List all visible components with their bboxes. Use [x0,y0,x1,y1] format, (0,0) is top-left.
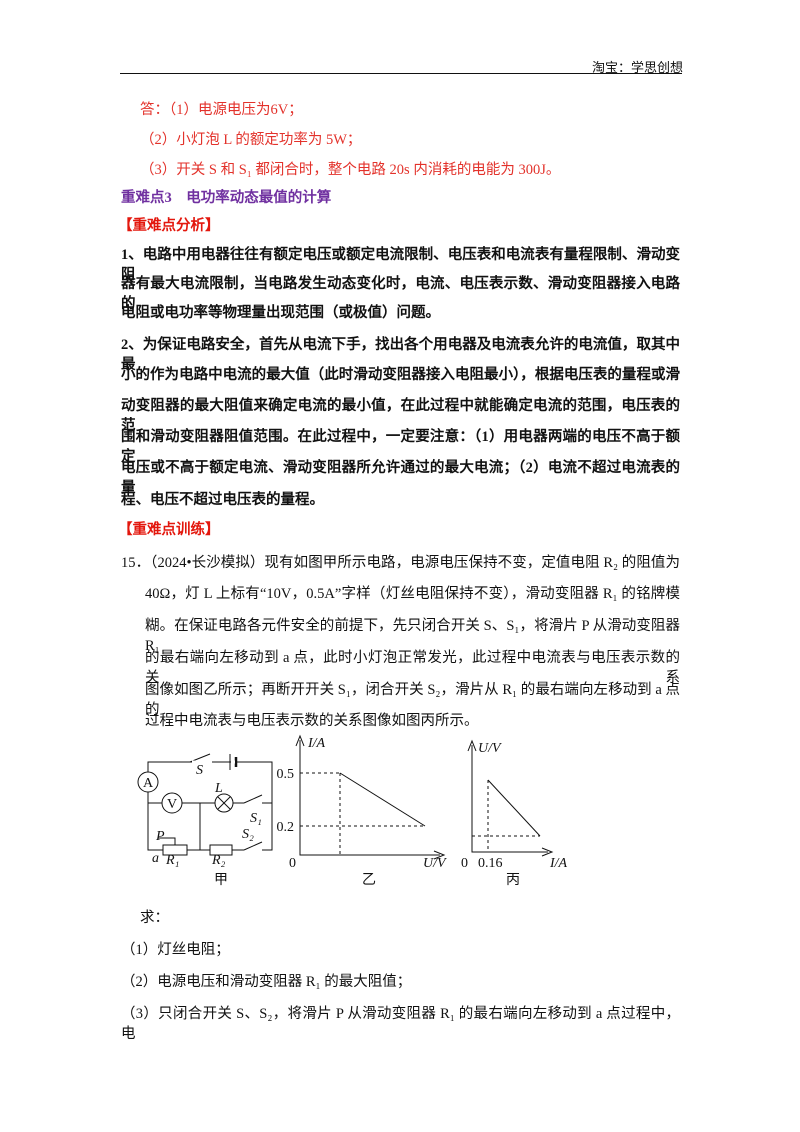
arrow [467,739,477,752]
axis-label: U/V [423,856,447,871]
tick-label: 0.16 [478,856,503,871]
header-rule [120,73,682,74]
paragraph-line: 围和滑动变阻器阻值范围。在此过程中，一定要注意：（1）用电器两端的电压不高于额定 [121,429,680,465]
axes [471,745,548,853]
question-line: （2）电源电压和滑动变阻器 R₁ 的最大阻值； [121,974,412,990]
voltmeter [161,792,183,814]
axis-label: I/A [307,736,326,751]
arrow [541,847,554,857]
switch [243,794,263,804]
paragraph-line: 电阻或电功率等物理量出现范围（或极值）问题。 [121,305,440,321]
circuit-label: A [143,776,154,791]
figure-caption: 乙 [362,872,376,888]
circuit-label: P [155,829,165,844]
figure-caption: 甲 [214,873,228,888]
header-text: 淘宝：学思创想 [592,60,684,75]
arrow [433,850,446,860]
origin-label: 0 [461,856,468,871]
circuit [137,753,273,856]
resistor [209,844,233,856]
paragraph-line: 2、为保证电路安全，首先从电流下手，找出各个用电器及电流表允许的电流值，取其中最 [121,337,680,373]
circuit-label: a [152,851,159,866]
question-line: （3）只闭合开关 S、S₂，将滑片 P 从滑动变阻器 R₁ 的最右端向左移动到 … [121,1006,680,1042]
wire [147,761,273,851]
answer-line: （2）小灯泡 L 的额定功率为 5W； [140,132,362,148]
switch [243,841,263,851]
graph-bing [467,739,554,857]
origin-label: 0 [289,856,296,871]
graph-line [339,772,426,827]
answer-line: （3）开关 S 和 S₁ 都闭合时，整个电路 20s 内消耗的电能为 300J。 [140,162,561,178]
problem-line: 的最右端向左移动到 a 点，此时小灯泡正常发光，此过程中电流表与电压表示数的关系 [145,650,680,686]
paragraph-line: 动变阻器的最大阻值来确定电流的最小值，在此过程中就能确定电流的范围，电压表的范 [121,398,680,434]
paragraph-line: 程、电压不超过电压表的量程。 [121,492,324,508]
ask: 求： [140,910,169,926]
paragraph-line: 电压或不高于额定电流、滑动变阻器所允许通过的最大电流；（2）电流不超过电流表的量 [121,460,680,496]
problem-line: 40Ω，灯 L 上标有“10V，0.5A”字样（灯丝电阻保持不变），滑动变阻器 … [145,586,680,602]
question-line: （1）灯丝电阻； [121,942,230,958]
circuit-label: L [214,781,223,796]
circuit-label: S₁ [250,811,262,826]
axes [299,740,440,856]
circuit-label: S₂ [242,827,254,842]
arrow [295,734,305,747]
training-heading: 【重难点训练】 [118,522,220,538]
ammeter [137,771,159,793]
answer-line: 答：（1）电源电压为6V； [140,102,303,118]
paragraph-line: 器有最大电流限制，当电路发生动态变化时，电流、电压表示数、滑动变阻器接入电路的 [121,276,680,312]
axis-label: U/V [478,741,502,756]
problem-line: 15．（2024•长沙模拟）现有如图甲所示电路，电源电压保持不变，定值电阻 R₂… [121,555,680,571]
tick-label: 0.2 [277,820,295,835]
paragraph-line: 小的作为电路中电流的最大值（此时滑动变阻器接入电阻最小），根据电压表的量程或滑 [121,367,680,383]
circuit-label: R₂ [211,853,226,868]
graph-line [487,779,541,837]
graph-yi [295,734,446,860]
analysis-heading: 【重难点分析】 [118,218,220,234]
problem-line: 过程中电流表与电压表示数的关系图像如图丙所示。 [145,713,479,729]
tick-label: 0.5 [277,767,295,782]
problem-line: 糊。在保证电路各元件安全的前提下，先只闭合开关 S、S₁，将滑片 P 从滑动变阻… [145,618,680,654]
paragraph-line: 1、电路中用电器往往有额定电压或额定电流限制、电压表和电流表有量程限制、滑动变阻 [121,247,680,283]
axis-label: I/A [549,856,568,871]
problem-line: 图像如图乙所示；再断开开关 S₁，闭合开关 S₂，滑片从 R₁ 的最右端向左移动… [145,682,680,718]
circuit-label: R₁ [165,853,179,868]
section-title: 重难点3 电功率动态最值的计算 [121,190,332,206]
circuit-label: V [167,797,177,812]
slider [158,837,176,845]
figure-caption: 丙 [506,873,520,888]
circuit-label: S [196,763,203,778]
lamp [217,796,231,810]
